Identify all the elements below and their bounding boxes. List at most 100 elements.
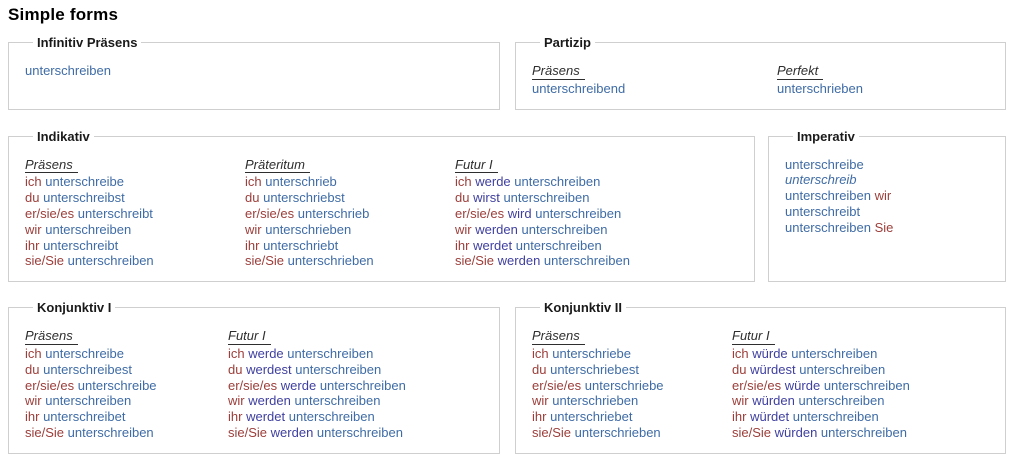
conjugation-row: sie/Sie unterschrieben: [245, 253, 455, 269]
columns-partizip: Präsens unterschreibend Perfekt unterschrie…: [532, 63, 997, 97]
section-legend-konjunktiv-2: Konjunktiv II: [544, 300, 622, 316]
pronoun: sie/Sie: [732, 424, 772, 440]
conjugation-row: ihr unterschreibt: [25, 238, 245, 254]
pronoun: wir: [874, 188, 892, 204]
verb-form: unterschreiben: [521, 221, 608, 237]
verb-form: unterschrieben: [265, 221, 352, 237]
auxiliary-verb: wird: [507, 205, 532, 221]
conjugation-row: ich unterschreibe: [25, 174, 245, 190]
pronoun: ich: [228, 345, 245, 361]
conjugation-column: Präsens unterschreibend: [532, 63, 777, 97]
conjugation-row: ihr würdet unterschreiben: [732, 409, 910, 425]
conjugation-row: er/sie/es wird unterschreiben: [455, 206, 630, 222]
verb-form: unterschreiben: [792, 409, 879, 425]
verb-form: unterschriebe: [584, 377, 664, 393]
verb-form: unterschreiben: [67, 253, 154, 269]
pronoun: er/sie/es: [228, 377, 278, 393]
row-indikativ-imperativ: Indikativ Präsens ich unterschreibe du unt…: [8, 128, 1006, 283]
conjugation-row: ihr unterschreibet: [25, 409, 228, 425]
pronoun: wir: [245, 221, 262, 237]
verb-form: unterschriebt: [263, 237, 339, 253]
pronoun: ihr: [25, 237, 40, 253]
pronoun: sie/Sie: [25, 424, 65, 440]
verb-form: unterschreiben: [798, 393, 885, 409]
conjugation-row: unterschreiben: [25, 63, 111, 79]
verb-form: unterschreiben: [25, 63, 111, 78]
auxiliary-verb: werden: [270, 424, 314, 440]
verb-form-alt: unterschreib: [785, 172, 857, 188]
pronoun: wir: [228, 393, 245, 409]
pronoun: ich: [245, 174, 262, 190]
verb-form: unterschrieben: [287, 253, 374, 269]
conjugation-row: ihr werdet unterschreiben: [455, 238, 630, 254]
section-konjunktiv-2: Konjunktiv II Präsens ich unterschriebe du…: [515, 300, 1006, 454]
auxiliary-verb: werdet: [246, 409, 286, 425]
pronoun: ich: [455, 174, 472, 190]
pronoun: ihr: [228, 409, 243, 425]
conjugation-row: wir unterschrieben: [532, 393, 732, 409]
pronoun: wir: [532, 393, 549, 409]
conjugation-row: er/sie/es unterschreibe: [25, 378, 228, 394]
conjugation-row: du unterschriebest: [532, 362, 732, 378]
verb-form: unterschreiben: [514, 174, 601, 190]
verb-form: unterschriebst: [263, 190, 345, 206]
pronoun: ihr: [25, 409, 40, 425]
conjugation-row: unterschreibe: [785, 157, 893, 173]
pronoun: wir: [25, 221, 42, 237]
conjugation-row: ich unterschreibe: [25, 346, 228, 362]
pronoun: er/sie/es: [532, 377, 582, 393]
pronoun: ich: [25, 174, 42, 190]
verb-form: unterschrieben: [574, 424, 661, 440]
section-infinitiv-praesens: Infinitiv Präsens unterschreiben: [8, 35, 500, 110]
conjugation-row: unterschrieben: [777, 81, 863, 97]
conjugation-row: ihr unterschriebt: [245, 238, 455, 254]
conjugation-row: du unterschreibst: [25, 190, 245, 206]
conjugation-row: er/sie/es unterschriebe: [532, 378, 732, 394]
pronoun: ihr: [455, 237, 470, 253]
conjugation-row: wir unterschreiben: [25, 222, 245, 238]
section-indikativ: Indikativ Präsens ich unterschreibe du unt…: [8, 128, 755, 283]
verb-form: unterschreiben: [543, 253, 630, 269]
pronoun: wir: [25, 393, 42, 409]
verb-form: unterschreibt: [43, 237, 119, 253]
pronoun: er/sie/es: [245, 205, 295, 221]
auxiliary-verb: würden: [774, 424, 818, 440]
tense-header: Präsens: [25, 157, 78, 174]
conjugation-row: er/sie/es werde unterschreiben: [228, 378, 406, 394]
auxiliary-verb: würden: [752, 393, 795, 409]
conjugation-row: wir unterschrieben: [245, 222, 455, 238]
conjugation-row: sie/Sie werden unterschreiben: [455, 253, 630, 269]
conjugation-row: er/sie/es unterschreibt: [25, 206, 245, 222]
conjugation-column: unterschreibe unterschreib unterschreiben …: [785, 157, 893, 236]
verb-form: unterschrieben: [552, 393, 639, 409]
conjugation-column: Präsens ich unterschreibe du unterschreibs…: [25, 157, 245, 270]
conjugation-row: ihr unterschriebet: [532, 409, 732, 425]
pronoun: sie/Sie: [25, 253, 65, 269]
pronoun: ich: [25, 345, 42, 361]
verb-form: unterschreiben: [785, 219, 871, 235]
verb-form: unterschreiben: [294, 393, 381, 409]
row-konjunktiv: Konjunktiv I Präsens ich unterschreibe du …: [8, 300, 1006, 454]
conjugation-row: er/sie/es würde unterschreiben: [732, 378, 910, 394]
conjugation-row: du unterschreibest: [25, 362, 228, 378]
pronoun: ich: [732, 345, 749, 361]
verb-form: unterschreibe: [45, 345, 125, 361]
verb-form: unterschreiben: [45, 221, 132, 237]
auxiliary-verb: werdet: [473, 237, 513, 253]
conjugation-row: sie/Sie unterschreiben: [25, 253, 245, 269]
pronoun: sie/Sie: [455, 253, 495, 269]
conjugation-row: ich würde unterschreiben: [732, 346, 910, 362]
conjugation-row: ich werde unterschreiben: [228, 346, 406, 362]
tense-header: Präsens: [25, 328, 78, 345]
section-legend-infinitiv: Infinitiv Präsens: [37, 35, 138, 50]
conjugation-row: du unterschriebst: [245, 190, 455, 206]
conjugation-row: ich unterschriebe: [532, 346, 732, 362]
tense-header: Futur I: [732, 328, 775, 345]
tense-header: Futur I: [228, 328, 271, 345]
auxiliary-verb: werde: [248, 345, 284, 361]
pronoun: du: [25, 361, 40, 377]
verb-form: unterschreiben: [288, 409, 375, 425]
verb-form: unterschreibe: [45, 174, 125, 190]
